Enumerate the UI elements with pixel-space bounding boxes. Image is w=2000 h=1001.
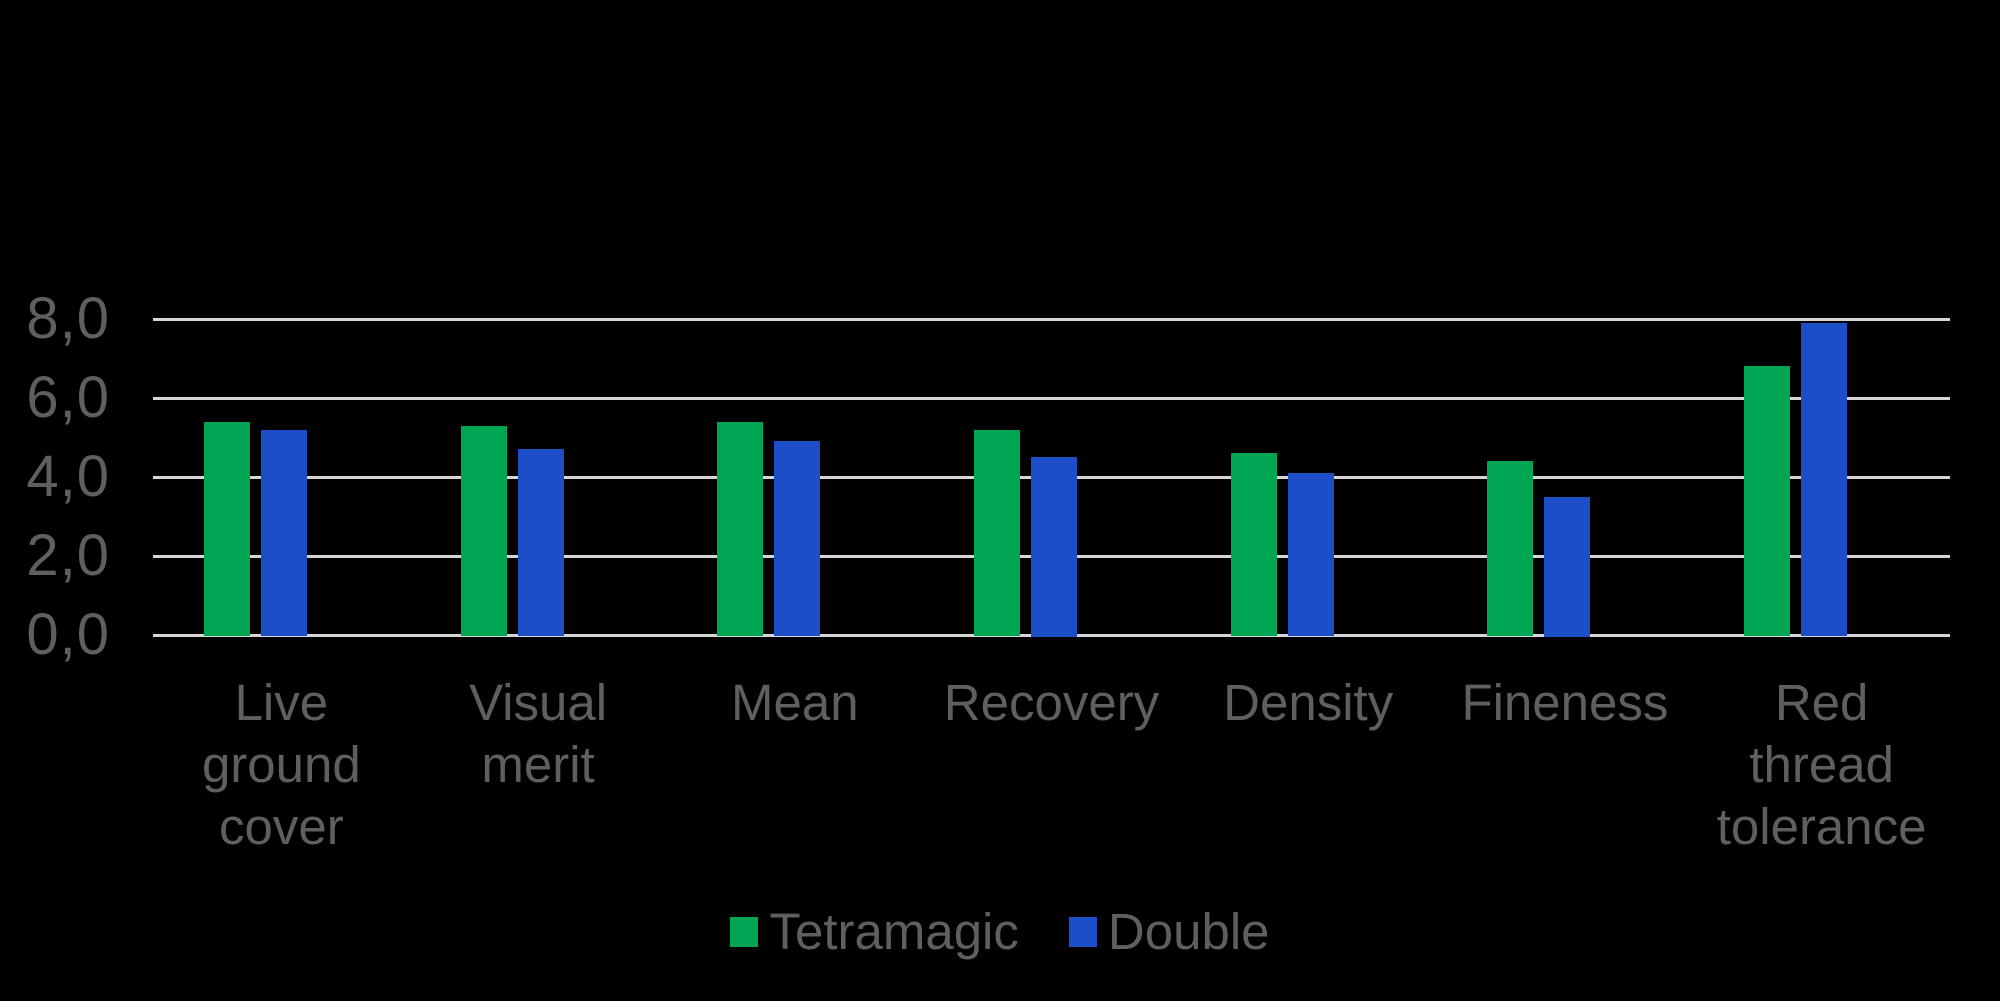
x-category-label: Red thread tolerance [1716,674,1927,855]
gridline-8 [153,317,1950,321]
bar-double-1 [260,429,307,637]
bar-tetramagic-4 [974,429,1020,637]
x-category-label: Recovery [943,674,1160,731]
bar-tetramagic-2 [460,425,507,637]
bar-tetramagic-7 [1744,366,1791,637]
legend-label-double: Double [1107,903,1270,960]
bar-double-6 [1544,496,1591,637]
legend-item-double: Double [1068,903,1270,960]
x-category-label: Fineness [1461,674,1669,731]
legend: Tetramagic Double [0,906,2000,957]
legend-item-tetramagic: Tetramagic [730,903,1019,960]
bar-double-2 [517,449,564,637]
y-tick-label: 8,0 [26,286,110,351]
x-category-label: Visual merit [469,674,608,793]
bar-tetramagic-3 [717,421,764,637]
bar-double-4 [1031,457,1077,637]
legend-label-tetramagic: Tetramagic [769,903,1019,960]
gridline-6 [153,396,1950,400]
bar-tetramagic-5 [1230,453,1277,637]
x-category-label: Mean [730,674,859,731]
y-tick-label: 6,0 [26,365,110,430]
bar-tetramagic-6 [1487,461,1534,637]
x-category-label: Density [1223,674,1394,731]
double-swatch-icon [1068,916,1097,947]
y-tick-label: 0,0 [26,602,110,667]
x-category-label: Live ground cover [201,674,361,855]
bar-double-5 [1287,473,1334,637]
bar-double-3 [774,441,821,637]
bar-double-7 [1801,322,1848,637]
tetramagic-swatch-icon [730,916,759,947]
y-tick-label: 4,0 [26,444,110,509]
bar-tetramagic-1 [203,421,250,637]
y-tick-label: 2,0 [26,523,110,588]
